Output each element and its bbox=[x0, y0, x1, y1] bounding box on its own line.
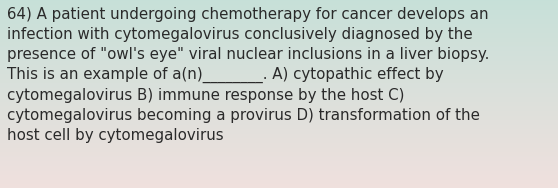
Text: 64) A patient undergoing chemotherapy for cancer develops an
infection with cyto: 64) A patient undergoing chemotherapy fo… bbox=[7, 7, 489, 143]
